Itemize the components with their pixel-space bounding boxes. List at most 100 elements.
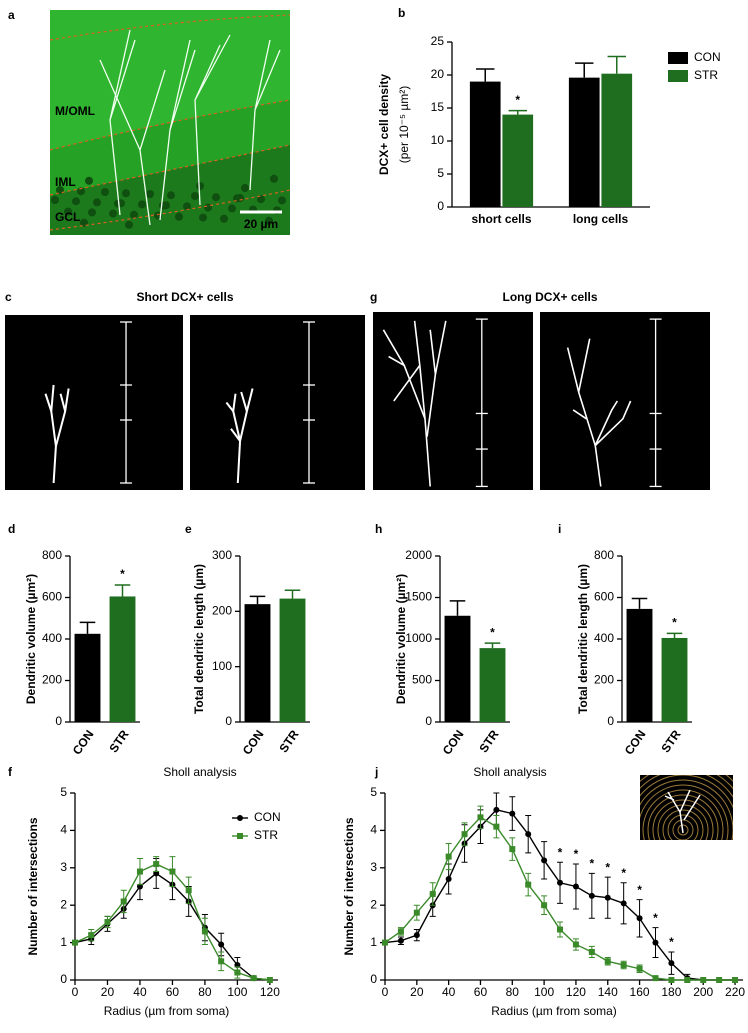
- neuron-tracing: [44, 393, 53, 412]
- x-tick-label: 100: [227, 985, 247, 999]
- data-point: [234, 969, 241, 976]
- data-point: [72, 939, 78, 946]
- data-point: [620, 962, 627, 969]
- x-tick-label: 200: [693, 985, 713, 999]
- layer-label: M/OML: [668, 346, 682, 386]
- data-point: [541, 857, 548, 864]
- data-point: [445, 853, 452, 860]
- data-point: [153, 861, 160, 868]
- x-tick-label: CON: [440, 728, 467, 758]
- data-point: [429, 890, 436, 897]
- error-bar: [284, 589, 301, 599]
- y-tick-label: 0: [60, 972, 67, 986]
- y-tick-label: 500: [412, 673, 432, 687]
- cell-body: [77, 187, 85, 196]
- layer-label: M/OML: [138, 334, 152, 374]
- cell-body: [167, 191, 175, 200]
- error-bar: [484, 642, 501, 649]
- layer-label: GCL: [494, 455, 508, 480]
- cell-body: [241, 184, 249, 192]
- data-point: [668, 960, 675, 967]
- significance-mark: *: [621, 866, 626, 880]
- error-bar: [666, 632, 683, 638]
- significance-mark: *: [653, 911, 658, 925]
- data-point: [88, 932, 95, 939]
- y-tick-label: 1000: [405, 631, 432, 645]
- cell-body: [257, 195, 265, 204]
- x-tick-label: short cells: [471, 212, 531, 226]
- cell-body: [85, 176, 93, 185]
- x-tick-label: 100: [534, 985, 554, 999]
- data-point: [413, 909, 420, 916]
- data-point: [572, 941, 579, 948]
- data-point: [397, 928, 404, 935]
- layer-label: IML: [321, 392, 335, 412]
- cell-body: [228, 204, 236, 213]
- x-tick-label: 60: [474, 985, 488, 999]
- y-axis-label: Dendritic volume (µm²): [394, 574, 408, 704]
- significance-mark: *: [590, 857, 595, 871]
- y-tick-label: 1: [60, 935, 67, 949]
- neuron: [159, 39, 196, 221]
- data-point: [382, 939, 388, 946]
- layer-label: M/OML: [321, 334, 335, 374]
- data-point: [716, 977, 723, 983]
- panel-letter: b: [398, 6, 405, 20]
- neuron-tracing: [59, 393, 67, 412]
- layer-label: GCL: [321, 439, 335, 464]
- error-bar: [631, 597, 648, 609]
- bar: [626, 608, 653, 722]
- layer-label: IML: [494, 421, 508, 441]
- layer-boundary: [49, 14, 291, 41]
- panel-letter: c: [5, 290, 12, 304]
- layer-boundary: [49, 189, 291, 231]
- y-tick-label: 800: [42, 548, 62, 562]
- significance-mark: *: [120, 567, 125, 581]
- layer-label: IML: [138, 392, 152, 412]
- x-tick-label: CON: [70, 728, 97, 758]
- x-tick-label: 120: [260, 985, 280, 999]
- chart-title: Sholl analysis: [473, 765, 546, 779]
- data-point: [185, 887, 192, 894]
- y-axis-label: Total dendritic length (µm): [192, 564, 206, 714]
- data-point: [525, 881, 532, 888]
- y-tick-label: 400: [42, 631, 62, 645]
- data-point: [218, 958, 225, 965]
- sholl-ring: [640, 784, 729, 840]
- x-tick-label: 40: [442, 985, 456, 999]
- y-axis-label: DCX+ cell density: [377, 74, 391, 175]
- data-point: [493, 823, 500, 830]
- y-tick-label: 300: [212, 548, 232, 562]
- cell-body: [64, 207, 72, 216]
- bar: [502, 114, 534, 207]
- y-tick-label: 3: [60, 860, 67, 874]
- cell-body: [114, 199, 122, 208]
- data-point: [120, 898, 127, 905]
- cell-body: [101, 188, 109, 196]
- data-point: [684, 977, 691, 983]
- x-tick-label: 0: [382, 985, 389, 999]
- cell-body: [146, 190, 154, 198]
- neuron-tracing: [572, 409, 587, 420]
- error-bar: [449, 600, 466, 616]
- tracing-title: Long DCX+ cells: [502, 290, 597, 304]
- panel-letter: i: [558, 522, 561, 536]
- x-tick-label: STR: [106, 727, 131, 755]
- layer-label: M/OML: [494, 346, 508, 386]
- y-tick-label: 0: [370, 972, 377, 986]
- group-label: CON: [11, 468, 38, 482]
- neuron-tracing: [232, 393, 242, 484]
- error-bar: [79, 621, 96, 634]
- neuron-tracing: [240, 391, 248, 412]
- bar: [444, 615, 471, 722]
- sholl-ring: [672, 819, 694, 840]
- data-point: [493, 806, 500, 813]
- y-tick-label: 600: [42, 590, 62, 604]
- cell-body: [220, 214, 228, 223]
- legend-marker: [237, 833, 243, 839]
- data-point: [652, 939, 659, 946]
- y-axis-label: Dendritic volume (µm²): [24, 574, 38, 704]
- bar: [479, 648, 506, 722]
- legend-swatch: [668, 52, 688, 64]
